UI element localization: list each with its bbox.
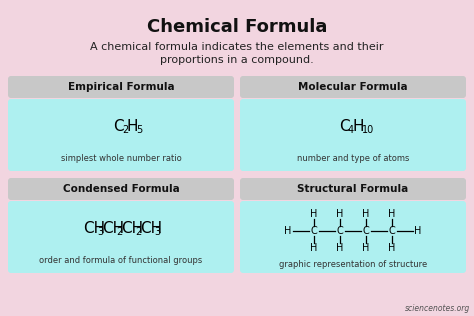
Text: C: C bbox=[339, 119, 350, 134]
FancyBboxPatch shape bbox=[8, 76, 234, 98]
FancyBboxPatch shape bbox=[240, 178, 466, 200]
FancyBboxPatch shape bbox=[8, 99, 234, 171]
Text: graphic representation of structure: graphic representation of structure bbox=[279, 260, 427, 269]
FancyBboxPatch shape bbox=[8, 178, 234, 200]
Text: H: H bbox=[284, 226, 292, 236]
Text: 2: 2 bbox=[122, 125, 128, 135]
Text: CH: CH bbox=[83, 221, 105, 236]
FancyBboxPatch shape bbox=[8, 201, 234, 273]
Text: A chemical formula indicates the elements and their: A chemical formula indicates the element… bbox=[90, 42, 384, 52]
FancyBboxPatch shape bbox=[240, 76, 466, 98]
Text: H: H bbox=[353, 119, 365, 134]
Text: Condensed Formula: Condensed Formula bbox=[63, 184, 179, 194]
Text: 3: 3 bbox=[154, 227, 160, 237]
Text: proportions in a compound.: proportions in a compound. bbox=[160, 55, 314, 65]
Text: C: C bbox=[310, 226, 318, 236]
FancyBboxPatch shape bbox=[240, 201, 466, 273]
Text: H: H bbox=[310, 243, 318, 253]
Text: 4: 4 bbox=[348, 125, 354, 135]
Text: 5: 5 bbox=[136, 125, 142, 135]
Text: order and formula of functional groups: order and formula of functional groups bbox=[39, 256, 202, 264]
Text: H: H bbox=[362, 209, 370, 219]
Text: H: H bbox=[388, 209, 396, 219]
Text: 2: 2 bbox=[135, 227, 141, 237]
Text: C: C bbox=[363, 226, 369, 236]
FancyBboxPatch shape bbox=[240, 99, 466, 171]
Text: CH: CH bbox=[121, 221, 143, 236]
Text: simplest whole number ratio: simplest whole number ratio bbox=[61, 154, 182, 162]
Text: Chemical Formula: Chemical Formula bbox=[147, 18, 327, 36]
Text: number and type of atoms: number and type of atoms bbox=[297, 154, 409, 162]
Text: 2: 2 bbox=[116, 227, 122, 237]
Text: H: H bbox=[337, 209, 344, 219]
Text: sciencenotes.org: sciencenotes.org bbox=[405, 304, 470, 313]
Text: H: H bbox=[310, 209, 318, 219]
Text: CH: CH bbox=[102, 221, 124, 236]
Text: H: H bbox=[414, 226, 422, 236]
Text: 3: 3 bbox=[97, 227, 103, 237]
Text: H: H bbox=[337, 243, 344, 253]
Text: H: H bbox=[127, 119, 138, 134]
Text: Empirical Formula: Empirical Formula bbox=[68, 82, 174, 92]
Text: H: H bbox=[362, 243, 370, 253]
Text: C: C bbox=[337, 226, 343, 236]
Text: 10: 10 bbox=[362, 125, 374, 135]
Text: Structural Formula: Structural Formula bbox=[297, 184, 409, 194]
Text: C: C bbox=[113, 119, 124, 134]
Text: CH: CH bbox=[140, 221, 162, 236]
Text: H: H bbox=[388, 243, 396, 253]
Text: C: C bbox=[389, 226, 395, 236]
Text: Molecular Formula: Molecular Formula bbox=[298, 82, 408, 92]
